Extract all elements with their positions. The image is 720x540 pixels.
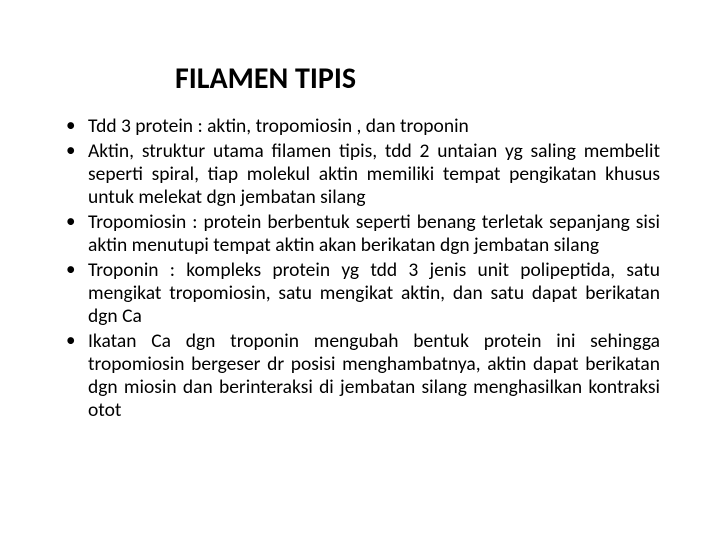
list-item: Ikatan Ca dgn troponin mengubah bentuk p… xyxy=(60,330,660,422)
slide: FILAMEN TIPIS Tdd 3 protein : aktin, tro… xyxy=(0,0,720,540)
list-item: Tdd 3 protein : aktin, tropomiosin , dan… xyxy=(60,115,660,138)
bullet-list: Tdd 3 protein : aktin, tropomiosin , dan… xyxy=(60,115,660,422)
slide-title: FILAMEN TIPIS xyxy=(175,60,660,97)
list-item: Aktin, struktur utama filamen tipis, tdd… xyxy=(60,140,660,209)
list-item: Troponin : kompleks protein yg tdd 3 jen… xyxy=(60,259,660,328)
list-item: Tropomiosin : protein berbentuk seperti … xyxy=(60,211,660,257)
